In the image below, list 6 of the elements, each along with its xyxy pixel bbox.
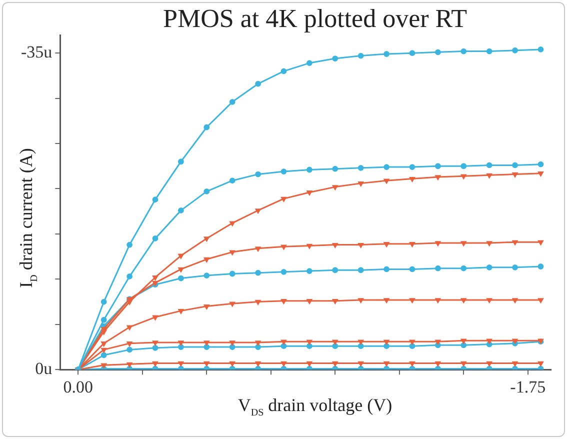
y-tick-label: -35u xyxy=(20,42,53,62)
chart-title: PMOS at 4K plotted over RT xyxy=(162,4,468,34)
x-tick-label: 0.00 xyxy=(63,377,94,396)
x-axis-title: V$_{DS}$ drain voltage (V) xyxy=(236,395,394,419)
y-tick-label: 0u xyxy=(35,359,53,378)
x-tick-label: -1.75 xyxy=(510,377,546,396)
